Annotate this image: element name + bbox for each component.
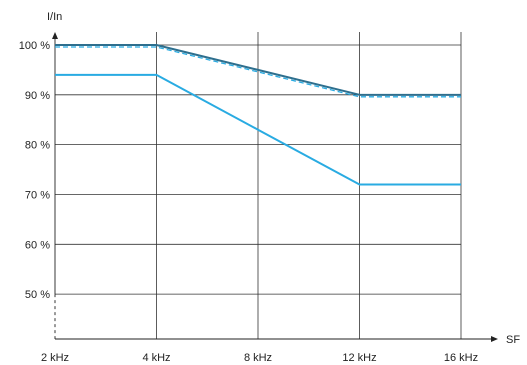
series-group <box>55 43 461 186</box>
series-line-2 <box>55 46 461 98</box>
x-tick-label: 2 kHz <box>41 352 69 364</box>
x-tick-label: 12 kHz <box>342 352 376 364</box>
x-tick-label: 8 kHz <box>244 352 272 364</box>
x-tick-label: 4 kHz <box>142 352 170 364</box>
x-axis-arrow <box>491 336 498 342</box>
y-tick-label: 50 % <box>25 289 50 301</box>
y-tick-label: 80 % <box>25 140 50 152</box>
x-tick-label: 16 kHz <box>444 352 478 364</box>
y-axis-arrow <box>52 32 58 39</box>
x-axis-label: SF <box>506 334 520 346</box>
y-tick-label: 70 % <box>25 189 50 201</box>
y-tick-label: 60 % <box>25 239 50 251</box>
y-tick-label: 90 % <box>25 90 50 102</box>
y-axis-label: I/In <box>47 11 62 23</box>
axes <box>52 32 498 342</box>
tick-labels: 50 % 60 % 70 % 80 % 90 % 100 % 2 kHz 4 kHz 8 kHz… <box>19 40 478 364</box>
series-line-3 <box>55 73 461 186</box>
series-line-1 <box>55 43 461 96</box>
y-tick-label: 100 % <box>19 40 50 52</box>
